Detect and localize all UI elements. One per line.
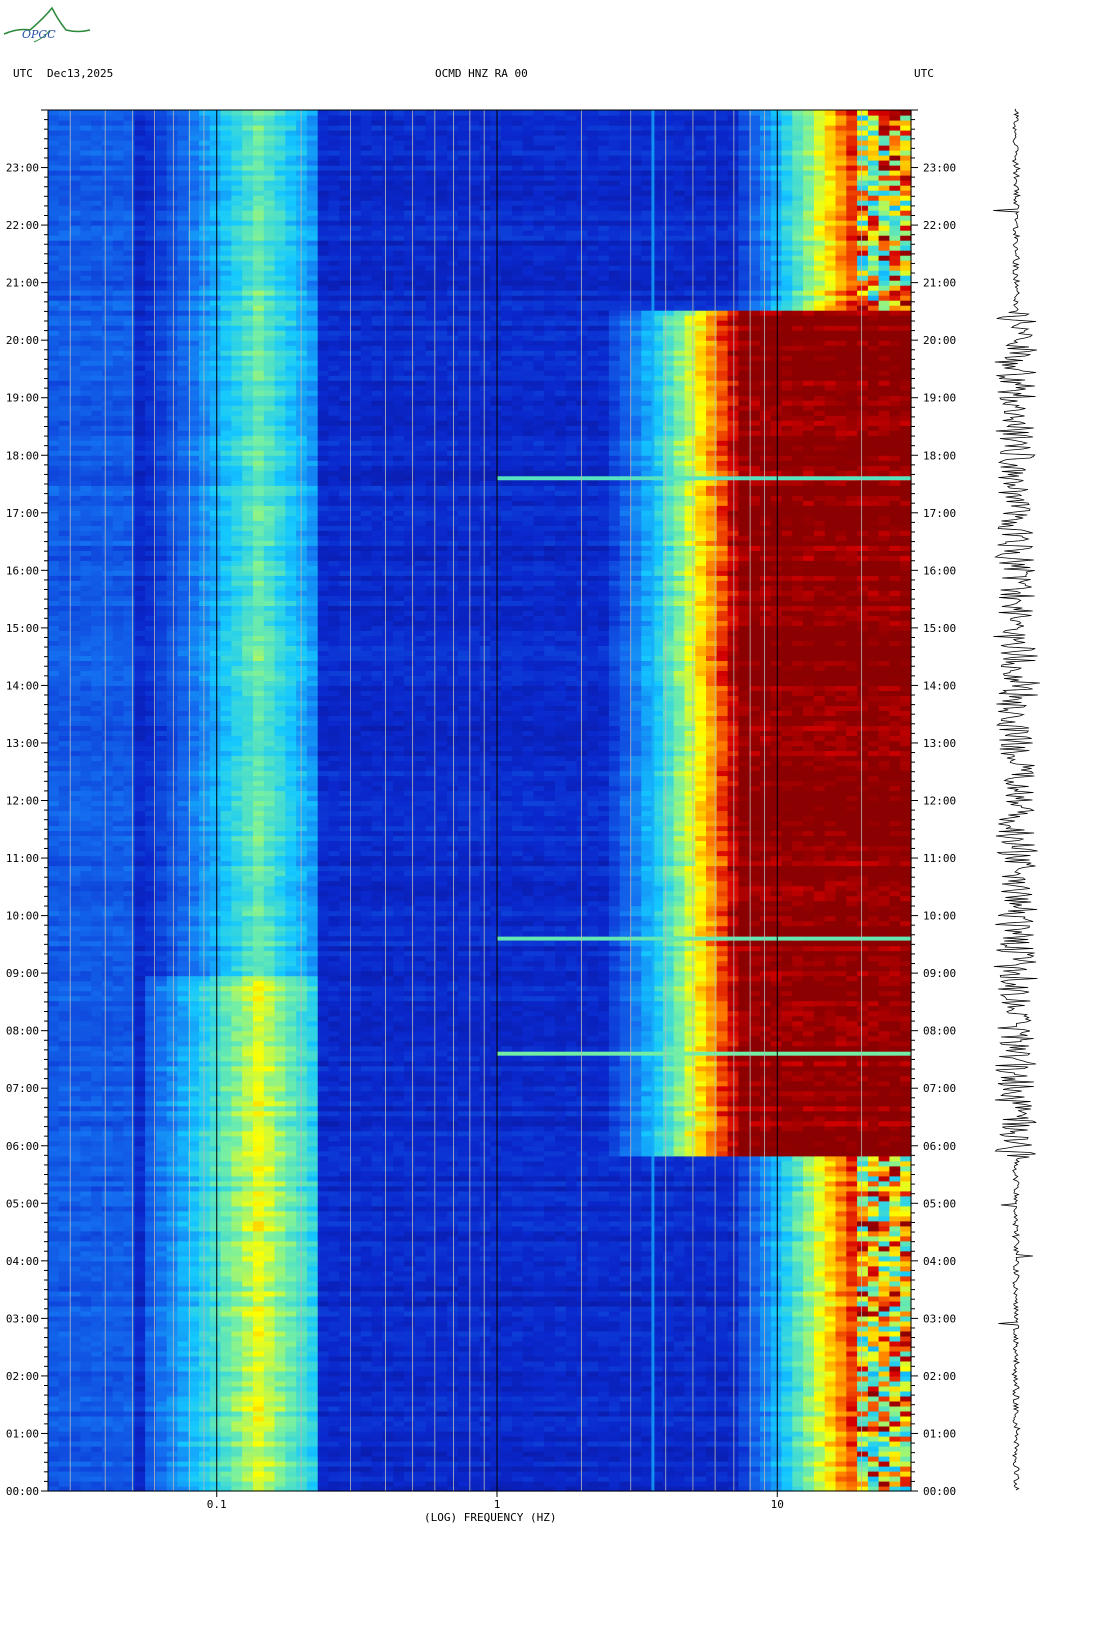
y-tick-label-right: 19:00 (923, 392, 956, 405)
event-streak (497, 1051, 911, 1056)
y-tick-label-left: 15:00 (6, 622, 39, 635)
y-tick-label-left: 17:00 (6, 507, 39, 520)
y-tick-label-right: 05:00 (923, 1197, 956, 1210)
y-tick-label-left: 03:00 (6, 1312, 39, 1325)
y-tick-label-left: 14:00 (6, 679, 39, 692)
y-tick-label-left: 16:00 (6, 564, 39, 577)
y-tick-label-right: 13:00 (923, 737, 956, 750)
y-tick-label-left: 00:00 (6, 1485, 39, 1498)
y-tick-label-right: 22:00 (923, 219, 956, 232)
y-tick-label-right: 10:00 (923, 910, 956, 923)
event-streak (497, 936, 911, 941)
spectrogram-cells (48, 110, 912, 1492)
y-tick-label-left: 12:00 (6, 795, 39, 808)
event-streak (497, 476, 911, 481)
y-tick-label-right: 18:00 (923, 449, 956, 462)
persistent-line (651, 110, 655, 1491)
y-tick-label-right: 23:00 (923, 162, 956, 175)
y-tick-label-left: 21:00 (6, 277, 39, 290)
y-tick-label-left: 10:00 (6, 910, 39, 923)
y-tick-label-right: 04:00 (923, 1255, 956, 1268)
y-tick-label-left: 23:00 (6, 162, 39, 175)
y-tick-label-left: 18:00 (6, 449, 39, 462)
y-tick-label-left: 22:00 (6, 219, 39, 232)
y-tick-label-right: 12:00 (923, 795, 956, 808)
y-tick-label-right: 07:00 (923, 1082, 956, 1095)
x-tick-label: 10 (771, 1498, 784, 1511)
y-tick-label-left: 09:00 (6, 967, 39, 980)
y-tick-label-right: 11:00 (923, 852, 956, 865)
logo-text: OPGC (22, 28, 56, 41)
y-tick-label-right: 09:00 (923, 967, 956, 980)
y-tick-label-left: 01:00 (6, 1427, 39, 1440)
y-tick-label-left: 06:00 (6, 1140, 39, 1153)
y-tick-label-left: 13:00 (6, 737, 39, 750)
header-station: OCMD HNZ RA 00 (435, 68, 528, 80)
header-date: Dec13,2025 (47, 68, 113, 80)
y-tick-label-right: 15:00 (923, 622, 956, 635)
y-tick-label-right: 03:00 (923, 1312, 956, 1325)
y-tick-label-right: 17:00 (923, 507, 956, 520)
trace-path (993, 108, 1040, 1491)
y-tick-label-right: 02:00 (923, 1370, 956, 1383)
y-tick-label-right: 06:00 (923, 1140, 956, 1153)
y-tick-label-right: 08:00 (923, 1025, 956, 1038)
y-tick-label-right: 21:00 (923, 277, 956, 290)
y-tick-label-left: 08:00 (6, 1025, 39, 1038)
y-tick-label-left: 04:00 (6, 1255, 39, 1268)
y-tick-label-right: 14:00 (923, 679, 956, 692)
y-tick-label-left: 19:00 (6, 392, 39, 405)
header-left-tz: UTC (13, 68, 33, 80)
y-tick-label-left: 20:00 (6, 334, 39, 347)
opgc-logo: OPGC (3, 6, 91, 43)
x-tick-label: 1 (494, 1498, 501, 1511)
x-axis-label: (LOG) FREQUENCY (HZ) (424, 1512, 556, 1524)
y-tick-label-left: 05:00 (6, 1197, 39, 1210)
y-tick-label-right: 00:00 (923, 1485, 956, 1498)
x-tick-label: 0.1 (207, 1498, 227, 1511)
y-tick-label-left: 02:00 (6, 1370, 39, 1383)
y-tick-label-right: 20:00 (923, 334, 956, 347)
y-tick-label-left: 07:00 (6, 1082, 39, 1095)
header-right-tz: UTC (914, 68, 934, 80)
y-tick-label-right: 01:00 (923, 1427, 956, 1440)
y-tick-label-left: 11:00 (6, 852, 39, 865)
y-tick-label-right: 16:00 (923, 564, 956, 577)
